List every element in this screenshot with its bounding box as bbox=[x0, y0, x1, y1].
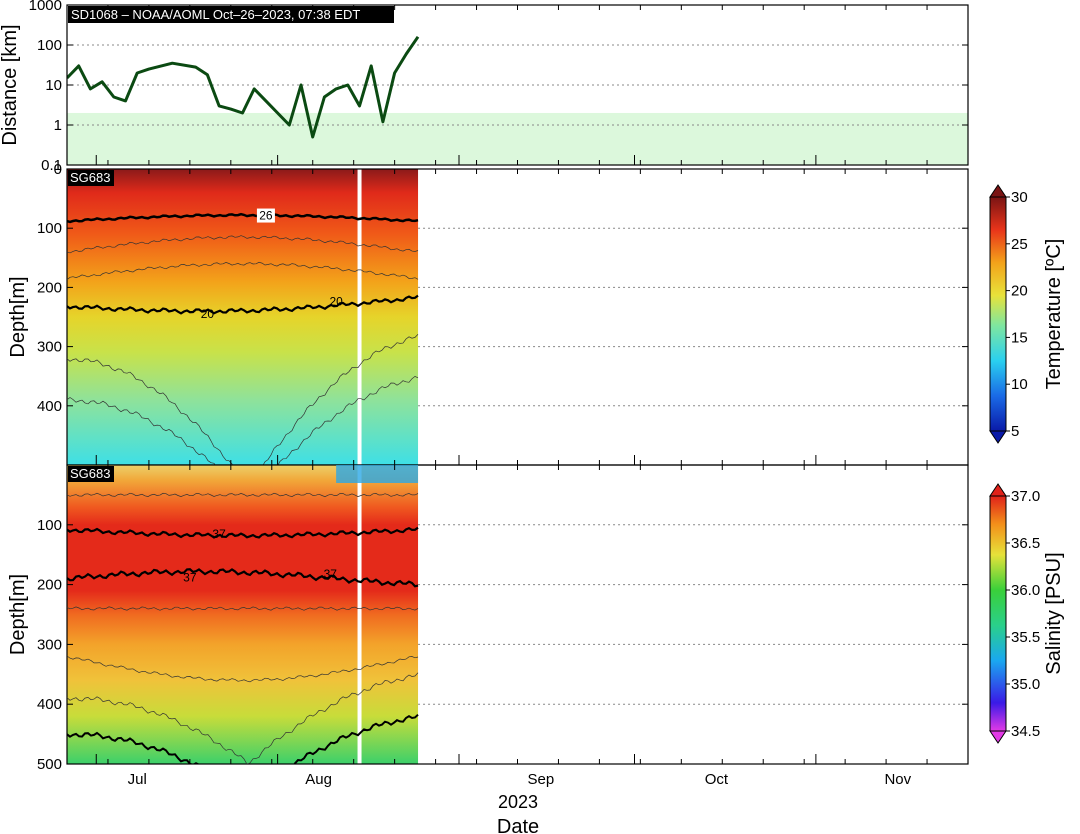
distance-axis-label: Distance [km] bbox=[0, 24, 21, 145]
contour-label: 20 bbox=[329, 294, 343, 308]
fresh-surface bbox=[336, 465, 419, 483]
contour-label: 37 bbox=[324, 567, 338, 581]
y-tick-label: 200 bbox=[37, 279, 62, 296]
contour-deep bbox=[67, 713, 419, 764]
y-tick-label: 300 bbox=[37, 636, 62, 653]
colorbar-bottom-arrow bbox=[989, 730, 1007, 744]
contour-deep bbox=[67, 375, 419, 465]
x-tick-label: Jul bbox=[128, 771, 147, 788]
x-tick-label: Oct bbox=[705, 771, 729, 788]
colorbar bbox=[989, 196, 1007, 432]
data-gap bbox=[357, 465, 362, 764]
y-tick-label: 1 bbox=[54, 117, 62, 134]
y-tick-label: 100 bbox=[37, 37, 62, 54]
contour-thin bbox=[67, 655, 419, 683]
contour-20 bbox=[67, 294, 419, 315]
colorbar-tick-label: 5 bbox=[1011, 423, 1019, 440]
colorbar-bottom-arrow bbox=[989, 430, 1007, 444]
colorbar-label: Salinity [PSU] bbox=[1043, 552, 1065, 674]
y-tick-label: 400 bbox=[37, 398, 62, 415]
glider-tag-bg bbox=[68, 170, 114, 186]
contour-26 bbox=[67, 212, 419, 224]
y-tick-label: 100 bbox=[37, 220, 62, 237]
contour-label: 26 bbox=[259, 209, 273, 223]
contour-thin bbox=[67, 606, 419, 611]
colorbar-tick-label: 35.0 bbox=[1011, 676, 1040, 693]
x-tick-label: Sep bbox=[528, 771, 555, 788]
depth-axis-label: Depth[m] bbox=[7, 574, 29, 655]
contour-label-bg bbox=[256, 208, 275, 223]
contour-thin bbox=[67, 261, 419, 280]
data-gap bbox=[357, 169, 362, 465]
y-tick-label: 200 bbox=[37, 577, 62, 594]
contour-deep bbox=[67, 334, 419, 465]
glider-tag-bg bbox=[68, 466, 114, 482]
contour-label: 37 bbox=[183, 570, 197, 584]
glider-tag: SG683 bbox=[70, 170, 110, 185]
x-year-label: 2023 bbox=[498, 792, 538, 812]
colorbar-tick-label: 34.5 bbox=[1011, 723, 1040, 740]
colorbar-top-arrow bbox=[989, 483, 1007, 497]
depth-axis-label: Depth[m] bbox=[7, 276, 29, 357]
x-axis-label: Date bbox=[497, 816, 539, 834]
colorbar-tick-label: 30 bbox=[1011, 189, 1028, 206]
colorbar-tick-label: 20 bbox=[1011, 283, 1028, 300]
y-tick-label: 0.1 bbox=[41, 157, 62, 174]
colorbar-top-arrow bbox=[989, 184, 1007, 198]
colorbar-tick-label: 35.5 bbox=[1011, 629, 1040, 646]
y-tick-label: 10 bbox=[45, 77, 62, 94]
y-tick-label: 0 bbox=[54, 161, 62, 178]
contour-37-lower bbox=[67, 568, 419, 588]
y-tick-label: 1000 bbox=[29, 0, 62, 14]
colorbar-tick-label: 10 bbox=[1011, 376, 1028, 393]
x-tick-label: Aug bbox=[305, 771, 332, 788]
y-tick-label: 500 bbox=[37, 756, 62, 773]
colorbar-tick-label: 15 bbox=[1011, 329, 1028, 346]
y-tick-label: 100 bbox=[37, 517, 62, 534]
x-tick-label: Nov bbox=[884, 771, 911, 788]
y-tick-label: 400 bbox=[37, 696, 62, 713]
contour-label: 37 bbox=[212, 527, 226, 541]
contour-37-upper bbox=[67, 526, 419, 539]
colorbar-tick-label: 25 bbox=[1011, 236, 1028, 253]
colorbar-label: Temperature [ºC] bbox=[1043, 239, 1065, 390]
colorbar bbox=[989, 495, 1007, 732]
colorbar-tick-label: 37.0 bbox=[1011, 488, 1040, 505]
colorbar-tick-label: 36.0 bbox=[1011, 582, 1040, 599]
header-tag: SD1068 – NOAA/AOML Oct–26–2023, 07:38 ED… bbox=[71, 7, 360, 22]
heatmap-field bbox=[67, 465, 419, 764]
threshold-band bbox=[67, 112, 968, 165]
y-tick-label: 300 bbox=[37, 339, 62, 356]
distance-line bbox=[67, 35, 420, 139]
glider-tag: SG683 bbox=[70, 466, 110, 481]
contour-thin bbox=[67, 672, 419, 764]
contour-label: 20 bbox=[201, 307, 215, 321]
contour-thin bbox=[67, 492, 419, 498]
colorbar-tick-label: 36.5 bbox=[1011, 535, 1040, 552]
header-tag-bg bbox=[68, 6, 394, 23]
contour-thin bbox=[67, 235, 419, 254]
